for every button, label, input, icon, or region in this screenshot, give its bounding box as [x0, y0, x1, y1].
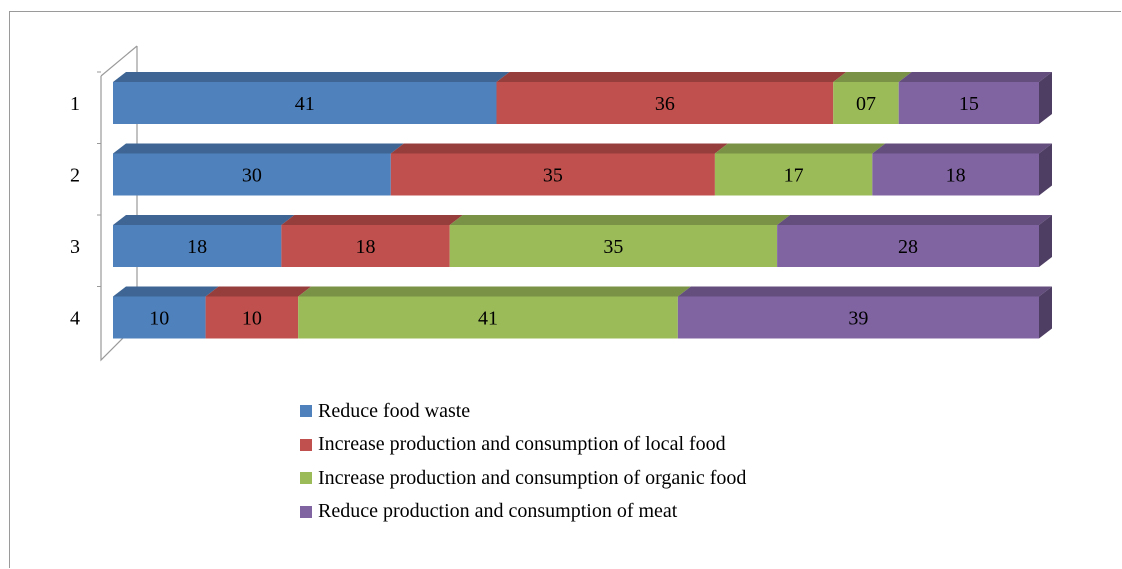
bar-top-face — [833, 72, 912, 82]
axis-wall-top — [100, 45, 138, 77]
bar-front-face — [113, 225, 282, 267]
bar-front-face — [281, 225, 450, 267]
data-label: 35 — [603, 236, 623, 258]
data-label: 30 — [242, 165, 262, 187]
data-label: 07 — [856, 93, 876, 115]
bar-segment: 18 — [113, 215, 295, 267]
legend-item: Reduce production and consumption of mea… — [300, 500, 746, 523]
bar-segment: 39 — [677, 286, 1052, 339]
bar-top-face — [113, 143, 404, 154]
bar-front-face — [205, 296, 299, 339]
legend-label: Increase production and consumption of l… — [318, 433, 726, 455]
data-label: 41 — [478, 308, 498, 330]
bar-top-face — [113, 215, 295, 225]
bar-side-face — [1039, 72, 1052, 124]
bar-segment: 28 — [777, 215, 1052, 267]
legend-label: Increase production and consumption of o… — [318, 466, 747, 489]
bar-front-face — [872, 153, 1039, 196]
bar-top-face — [449, 215, 791, 225]
bar-side-face — [1039, 286, 1052, 339]
bar-top-face — [872, 143, 1052, 154]
bar-segment: 41 — [298, 286, 691, 339]
bar-front-face — [777, 225, 1039, 267]
bars-layer: 41 36 07 15 30 35 17 18 18 18 35 28 10 10 41 39 — [113, 72, 1052, 339]
bar-front-face — [113, 82, 497, 124]
bar-front-face — [714, 153, 873, 196]
legend-swatch — [300, 472, 312, 484]
bar-top-face — [113, 286, 219, 297]
data-label: 35 — [543, 165, 563, 187]
bar-front-face — [496, 82, 834, 124]
bar-side-face — [1039, 215, 1052, 267]
bar-front-face — [449, 225, 778, 267]
bar-segment: 17 — [714, 143, 886, 196]
bar-segment: 18 — [872, 143, 1052, 196]
legend-swatch — [300, 438, 312, 451]
bar-segment: 15 — [898, 72, 1052, 124]
legend: Reduce food waste Increase production and… — [300, 400, 746, 534]
bar-top-face — [496, 72, 847, 82]
bar-front-face — [898, 82, 1039, 124]
legend-swatch — [300, 505, 312, 518]
bar-top-face — [777, 215, 1052, 225]
data-label: 39 — [848, 308, 868, 330]
legend-item: Increase production and consumption of o… — [300, 467, 746, 489]
data-label: 18 — [187, 236, 207, 258]
bar-top-face — [677, 286, 1052, 297]
bar-top-face — [298, 286, 691, 297]
data-label: 10 — [242, 308, 262, 330]
legend-swatch — [300, 405, 312, 417]
bar-segment: 07 — [833, 72, 912, 124]
data-label: 18 — [946, 165, 966, 187]
category-tick-label: 3 — [70, 236, 80, 258]
chart-frame — [9, 11, 1121, 568]
bar-top-face — [898, 72, 1052, 82]
bar-segment: 10 — [205, 286, 312, 339]
bar-top-face — [113, 72, 510, 82]
data-label: 15 — [959, 93, 979, 115]
data-label: 18 — [356, 236, 376, 258]
bar-segment: 35 — [390, 143, 728, 196]
bar-top-face — [390, 143, 728, 154]
legend-item: Increase production and consumption of l… — [300, 433, 746, 456]
bar-front-face — [298, 296, 678, 339]
bar-front-face — [677, 296, 1039, 339]
bar-top-face — [281, 215, 463, 225]
bar-front-face — [113, 296, 206, 339]
data-label: 17 — [784, 165, 804, 187]
bar-top-face — [205, 286, 312, 297]
legend-item: Reduce food waste — [300, 400, 746, 422]
bar-segment: 10 — [113, 286, 219, 339]
bar-front-face — [390, 153, 715, 196]
bar-front-face — [833, 82, 899, 124]
data-label: 28 — [898, 236, 918, 258]
data-label: 36 — [655, 93, 675, 115]
category-tick-label: 2 — [70, 165, 80, 187]
bar-segment: 30 — [113, 143, 404, 196]
data-label: 41 — [295, 93, 315, 115]
bar-side-face — [1039, 143, 1052, 196]
bar-segment: 35 — [449, 215, 791, 267]
data-label: 10 — [149, 308, 169, 330]
legend-label: Reduce production and consumption of mea… — [318, 500, 678, 522]
bar-segment: 41 — [113, 72, 510, 124]
bar-segment: 18 — [281, 215, 463, 267]
bar-top-face — [714, 143, 886, 154]
bar-segment: 36 — [496, 72, 847, 124]
bar-front-face — [113, 153, 391, 196]
category-tick-label: 1 — [70, 93, 80, 115]
legend-label: Reduce food waste — [318, 399, 471, 422]
category-tick-label: 4 — [70, 308, 80, 330]
